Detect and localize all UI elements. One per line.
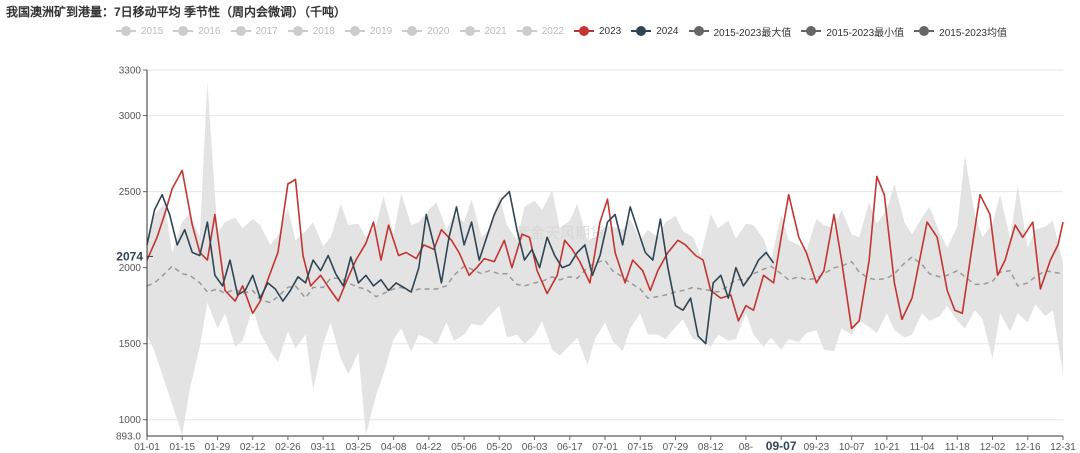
x-tick-label: 10-07 xyxy=(839,442,865,453)
legend-symbol-icon xyxy=(688,26,709,36)
legend-label: 2019 xyxy=(370,25,393,37)
legend-symbol-icon xyxy=(801,26,822,36)
legend-label: 2022 xyxy=(541,25,564,37)
legend-item[interactable]: 2016 xyxy=(173,25,221,37)
x-tick-label: 02-12 xyxy=(240,442,266,453)
legend-label: 2016 xyxy=(198,25,221,37)
series-line-2024 xyxy=(146,190,775,345)
x-tick-label: 03-11 xyxy=(311,442,336,453)
legend-label: 2015 xyxy=(141,25,164,37)
legend-symbol-icon xyxy=(516,26,537,36)
legend-symbol-icon xyxy=(230,26,251,36)
legend-label: 2015-2023均值 xyxy=(939,27,1007,39)
legend-item[interactable]: 2015-2023均值 xyxy=(914,24,1007,39)
legend-item[interactable]: 2024 xyxy=(631,25,679,37)
x-tick-label: 12-31 xyxy=(1050,442,1076,453)
x-tick-label: 06-17 xyxy=(557,442,583,453)
x-tick-label: 04-08 xyxy=(381,442,407,453)
x-tick-label: 06-03 xyxy=(522,442,548,453)
chart-title: 我国澳洲矿到港量：7日移动平均 季节性（周内会微调）（千吨） xyxy=(6,5,347,19)
legend-symbol-icon xyxy=(173,26,194,36)
x-tick-label: 08- xyxy=(739,442,753,453)
x-tick-label: 07-01 xyxy=(592,442,618,453)
legend-symbol-icon xyxy=(631,26,652,36)
legend-symbol-icon xyxy=(459,26,480,36)
legend-item[interactable]: 2019 xyxy=(345,26,392,37)
legend-item[interactable]: 2022 xyxy=(516,25,564,37)
legend-symbol-icon xyxy=(345,26,365,36)
x-tick-label: 02-26 xyxy=(275,442,301,453)
legend-item[interactable]: 2020 xyxy=(402,25,450,37)
legend-label: 2018 xyxy=(312,25,335,37)
legend-label: 2017 xyxy=(255,25,278,37)
y-tick-label: 3000 xyxy=(119,111,142,122)
x-tick-label: 11-18 xyxy=(945,442,970,453)
legend-label: 2015-2023最大值 xyxy=(713,27,792,39)
y-pointer-label: 2074 xyxy=(116,249,143,263)
series-line-2023 xyxy=(146,169,1064,330)
legend-label: 2024 xyxy=(656,25,679,37)
y-tick-label: 1000 xyxy=(119,415,142,426)
legend: 2015 2016 2017 2018 2019 2020 2021 2022 2023 2024… xyxy=(116,23,1007,39)
y-min-label: 893.0 xyxy=(116,432,141,443)
x-tick-label: 10-21 xyxy=(874,442,900,453)
mean-line xyxy=(146,256,1064,304)
legend-item[interactable]: 2015 xyxy=(116,26,163,37)
y-tick-label: 2500 xyxy=(119,187,142,198)
x-tick-label: 07-15 xyxy=(627,442,653,453)
legend-symbol-icon xyxy=(116,26,136,36)
legend-label: 2020 xyxy=(427,25,450,37)
x-tick-label: 11-04 xyxy=(910,442,935,453)
legend-label: 2015-2023最小值 xyxy=(826,27,905,39)
x-tick-label: 01-01 xyxy=(134,442,160,453)
y-tick-label: 1500 xyxy=(119,339,142,350)
range-band xyxy=(147,82,1063,435)
legend-symbol-icon xyxy=(574,26,594,36)
legend-item[interactable]: 2017 xyxy=(230,25,278,37)
legend-item[interactable]: 2015-2023最小值 xyxy=(801,24,904,39)
x-tick-label: 12-02 xyxy=(980,442,1006,453)
x-tick-label: 05-20 xyxy=(487,442,513,453)
legend-symbol-icon xyxy=(287,26,308,36)
legend-label: 2023 xyxy=(599,25,622,37)
legend-label: 2021 xyxy=(484,25,507,37)
x-tick-label: 04-22 xyxy=(416,442,442,453)
x-tick-label: 05-06 xyxy=(451,442,477,453)
legend-symbol-icon xyxy=(402,26,423,36)
y-tick-label: 2000 xyxy=(119,263,142,274)
legend-item[interactable]: 2015-2023最大值 xyxy=(688,24,792,39)
x-tick-label: 07-29 xyxy=(663,442,689,453)
x-highlight-label: 09-07 xyxy=(766,439,797,453)
x-tick-label: 12-16 xyxy=(1015,442,1041,453)
x-tick-label: 01-15 xyxy=(169,442,195,453)
x-tick-label: 03-25 xyxy=(346,442,372,453)
x-tick-label: 09-23 xyxy=(804,442,830,453)
x-tick-label: 08-12 xyxy=(698,442,724,453)
legend-item[interactable]: 2021 xyxy=(459,25,507,37)
y-tick-label: 3300 xyxy=(119,66,142,77)
legend-item[interactable]: 2018 xyxy=(287,25,335,37)
x-tick-label: 01-29 xyxy=(205,442,231,453)
watermark: 紫金天风期货 xyxy=(515,224,605,242)
legend-symbol-icon xyxy=(914,26,935,36)
legend-item[interactable]: 2023 xyxy=(574,26,621,37)
